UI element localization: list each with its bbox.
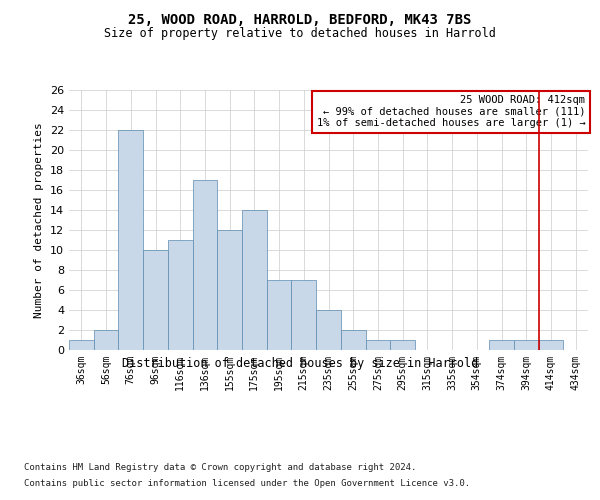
Bar <box>292 280 316 350</box>
Bar <box>69 340 94 350</box>
Bar <box>316 310 341 350</box>
Text: Distribution of detached houses by size in Harrold: Distribution of detached houses by size … <box>122 358 478 370</box>
Bar <box>365 340 390 350</box>
Bar <box>341 330 365 350</box>
Bar <box>94 330 118 350</box>
Bar <box>217 230 242 350</box>
Bar <box>267 280 292 350</box>
Text: 25 WOOD ROAD: 412sqm
← 99% of detached houses are smaller (111)
1% of semi-detac: 25 WOOD ROAD: 412sqm ← 99% of detached h… <box>317 95 586 128</box>
Bar <box>489 340 514 350</box>
Text: Size of property relative to detached houses in Harrold: Size of property relative to detached ho… <box>104 28 496 40</box>
Bar <box>539 340 563 350</box>
Text: Contains public sector information licensed under the Open Government Licence v3: Contains public sector information licen… <box>24 478 470 488</box>
Bar <box>193 180 217 350</box>
Bar <box>514 340 539 350</box>
Bar <box>118 130 143 350</box>
Bar <box>242 210 267 350</box>
Bar <box>168 240 193 350</box>
Y-axis label: Number of detached properties: Number of detached properties <box>34 122 44 318</box>
Text: Contains HM Land Registry data © Crown copyright and database right 2024.: Contains HM Land Registry data © Crown c… <box>24 464 416 472</box>
Bar <box>390 340 415 350</box>
Bar <box>143 250 168 350</box>
Text: 25, WOOD ROAD, HARROLD, BEDFORD, MK43 7BS: 25, WOOD ROAD, HARROLD, BEDFORD, MK43 7B… <box>128 12 472 26</box>
